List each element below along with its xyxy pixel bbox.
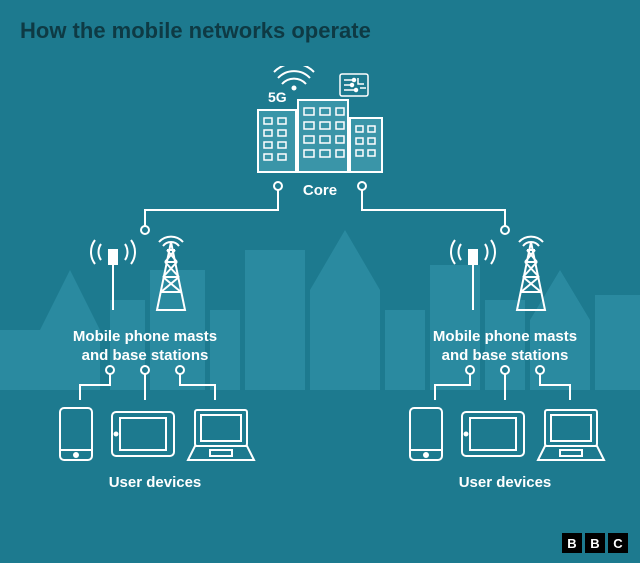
mast-icon xyxy=(445,232,565,322)
devices-right-label: User devices xyxy=(400,474,610,493)
page-title: How the mobile networks operate xyxy=(20,18,371,44)
devices-left-node: User devices xyxy=(50,400,260,493)
mast-icon xyxy=(85,232,205,322)
core-node: 5G xyxy=(250,66,390,201)
attribution-letter: C xyxy=(608,533,628,553)
attribution-letter: B xyxy=(562,533,582,553)
mast-left-label: Mobile phone mastsand base stations xyxy=(60,328,230,366)
devices-icon xyxy=(50,400,260,468)
mast-left-node: Mobile phone mastsand base stations xyxy=(60,232,230,366)
mast-right-node: Mobile phone mastsand base stations xyxy=(420,232,590,366)
infographic-canvas: How the mobile networks operate xyxy=(0,0,640,563)
devices-icon xyxy=(400,400,610,468)
attribution-letter: B xyxy=(585,533,605,553)
devices-right-node: User devices xyxy=(400,400,610,493)
attribution: B B C xyxy=(562,533,628,553)
devices-left-label: User devices xyxy=(50,474,260,493)
mast-right-label: Mobile phone mastsand base stations xyxy=(420,328,590,366)
core-building-icon: 5G xyxy=(250,66,390,176)
tech-label: 5G xyxy=(268,89,287,105)
core-label: Core xyxy=(250,182,390,201)
